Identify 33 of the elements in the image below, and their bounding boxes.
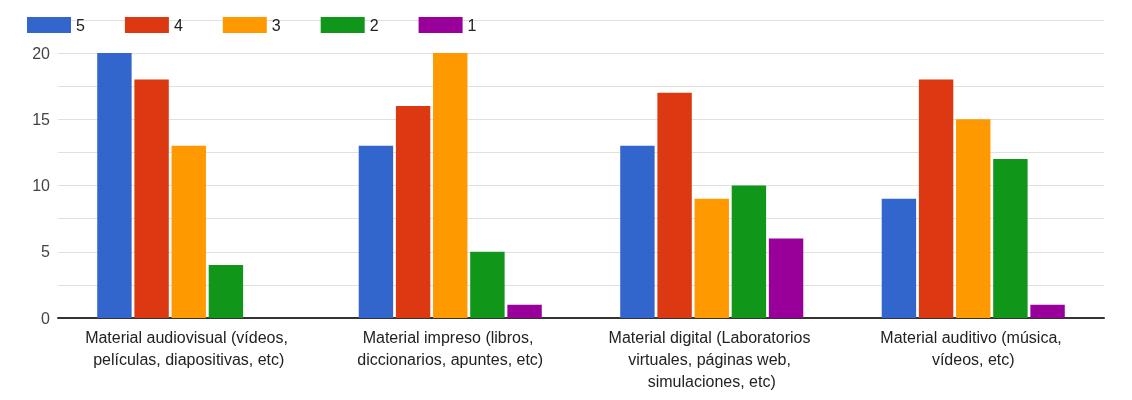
bar	[768, 238, 804, 318]
bar	[171, 145, 206, 318]
x-tick-label: Material impreso (libros, diccionarios, apuntes, etc)	[357, 328, 544, 368]
y-tick-label: 0	[41, 309, 51, 327]
legend-label: 2	[369, 16, 379, 34]
bar	[620, 145, 655, 318]
legend-label: 4	[173, 16, 183, 34]
bar	[694, 198, 729, 318]
bar	[470, 251, 505, 318]
bar	[956, 119, 991, 318]
bar	[208, 265, 244, 318]
y-tick-label: 10	[32, 177, 51, 195]
bar	[358, 145, 394, 318]
y-tick-label: 15	[32, 110, 51, 128]
bar	[731, 185, 767, 318]
bar	[1030, 304, 1065, 318]
x-tick-label: Material audiovisual (vídeos, películas, diapositivas, etc)	[85, 328, 293, 368]
bar	[395, 106, 431, 318]
x-tick-label: Material auditivo (música, vídeos, etc)	[880, 328, 1067, 368]
legend-label: 3	[271, 16, 281, 34]
bar	[993, 159, 1028, 318]
legend-label: 1	[467, 16, 477, 34]
y-tick-label: 20	[32, 44, 51, 62]
bar	[134, 79, 169, 318]
legend-label: 5	[76, 16, 85, 34]
bar	[881, 198, 917, 318]
bar	[507, 304, 542, 318]
x-tick-label: Material digital (Laboratorios virtuales, páginas web, simulaciones, etc)	[608, 328, 815, 390]
bar	[918, 79, 954, 318]
bar	[433, 53, 468, 318]
bar	[657, 92, 692, 318]
bar	[97, 53, 132, 318]
y-tick-label: 5	[41, 243, 51, 261]
